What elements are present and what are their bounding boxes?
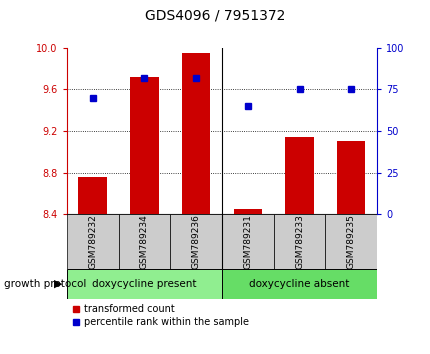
Bar xyxy=(336,141,365,214)
Bar xyxy=(233,209,261,214)
Bar xyxy=(221,214,273,269)
Bar xyxy=(181,53,210,214)
Text: growth protocol: growth protocol xyxy=(4,279,86,289)
Bar xyxy=(118,214,170,269)
Bar xyxy=(170,214,221,269)
Bar xyxy=(67,214,118,269)
Bar xyxy=(221,269,376,299)
Text: GSM789231: GSM789231 xyxy=(243,214,252,269)
Text: GDS4096 / 7951372: GDS4096 / 7951372 xyxy=(145,9,285,23)
Bar xyxy=(273,214,325,269)
Text: ▶: ▶ xyxy=(54,279,62,289)
Text: GSM789232: GSM789232 xyxy=(88,214,97,269)
Text: doxycycline present: doxycycline present xyxy=(92,279,196,289)
Bar xyxy=(67,269,221,299)
Legend: transformed count, percentile rank within the sample: transformed count, percentile rank withi… xyxy=(71,304,249,327)
Text: GSM789235: GSM789235 xyxy=(346,214,355,269)
Bar xyxy=(325,214,376,269)
Text: GSM789236: GSM789236 xyxy=(191,214,200,269)
Text: GSM789233: GSM789233 xyxy=(295,214,303,269)
Text: GSM789234: GSM789234 xyxy=(140,214,148,269)
Bar xyxy=(78,177,107,214)
Bar xyxy=(130,77,158,214)
Bar xyxy=(285,137,313,214)
Text: doxycycline absent: doxycycline absent xyxy=(249,279,349,289)
